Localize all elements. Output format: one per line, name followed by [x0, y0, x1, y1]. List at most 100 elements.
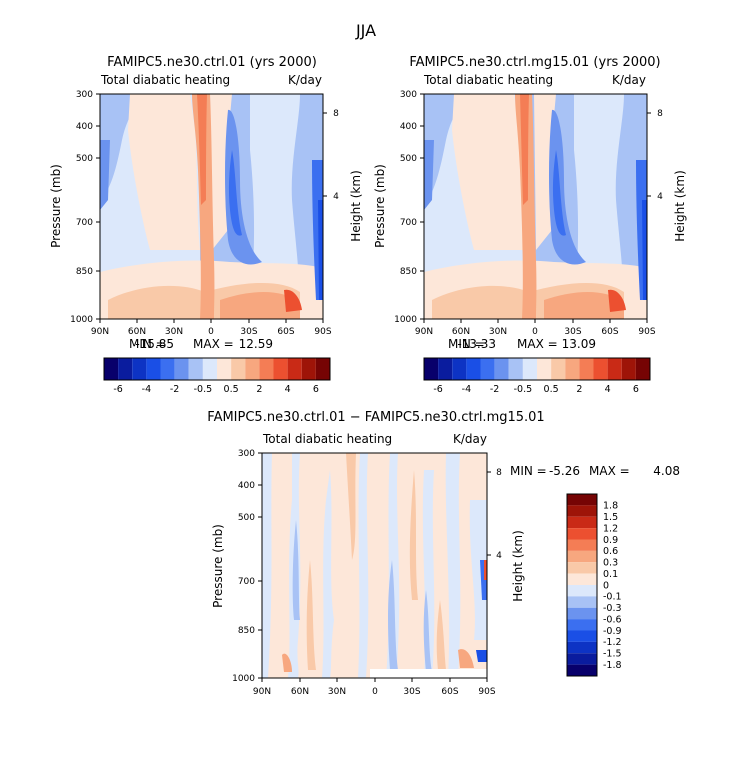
panel-1-y-tick-label: 1000 [70, 315, 93, 325]
panel-2-x-tick-label: 30S [564, 327, 581, 337]
panel-1-field-left-edge [100, 140, 110, 210]
panel-3-colorbar-swatch [567, 653, 597, 665]
panel-3-field-surface-warm [458, 649, 474, 668]
panel-1-colorbar-swatch [160, 358, 175, 380]
panel-2-y-tick-label: 300 [400, 90, 417, 100]
panel-2-colorbar-swatch [438, 358, 453, 380]
panel-1-colorbar-label: 0.5 [224, 384, 239, 395]
panel-2-colorbar-swatch [508, 358, 523, 380]
panel-2-y-axis-right: 8 4 Height (km) [647, 109, 687, 242]
panel-3-y-right-tick-label: 8 [496, 468, 502, 478]
panel-2-subtitle-right: K/day [612, 73, 646, 87]
panel-2-colorbar: -6 -4 -2 -0.5 0.5 2 4 6 [423, 357, 651, 395]
panel-3-colorbar-swatch [567, 494, 597, 506]
panel-1-subtitle-left: Total diabatic heating [100, 73, 230, 87]
panel-3-y-tick-label: 850 [238, 626, 255, 636]
panel-2-colorbar-swatch [565, 358, 580, 380]
panel-3-field-blue-band [322, 470, 334, 678]
panel-3-plot-area [261, 452, 488, 679]
panel-3-colorbar-swatch [567, 630, 597, 642]
panel-2-colorbar-swatch [480, 358, 495, 380]
panel-3-title: FAMIPC5.ne30.ctrl.01 − FAMIPC5.ne30.ctrl… [207, 410, 544, 425]
panel-1-colorbar-swatch [188, 358, 203, 380]
panel-1-field-hotspot [284, 289, 302, 312]
panel-3-colorbar-swatch [567, 562, 597, 574]
panel-2-plot-area [423, 93, 648, 320]
panel-2-colorbar-swatch [551, 358, 566, 380]
panel-1-colorbar-label: -4 [142, 384, 151, 395]
panel-2-colorbar-swatch [494, 358, 509, 380]
panel-1-x-tick-label: 30S [240, 327, 257, 337]
panel-3-max-value: 4.08 [653, 464, 680, 478]
panel-3-colorbar-label: 1.8 [603, 501, 618, 512]
panel-1-colorbar-label: -2 [170, 384, 179, 395]
panel-1-x-axis: 90N 60N 30N 0 30S 60S 90S [91, 319, 332, 337]
panel-1-field-subsidence-core [228, 150, 242, 236]
panel-1-field-itcz-core [197, 94, 207, 205]
panel-1-colorbar-swatch [202, 358, 217, 380]
panel-3-y-right-tick-label: 4 [496, 551, 502, 561]
panel-1-y-axis-right: 8 4 Height (km) [323, 109, 363, 242]
panel-1-x-tick-label: 60S [277, 327, 294, 337]
panel-3-y-tick-label: 700 [238, 577, 255, 587]
panel-3-y-axis-label: Pressure (mb) [211, 524, 225, 608]
panel-2-y-tick-label: 1000 [394, 315, 417, 325]
panel-2-x-tick-label: 90N [415, 327, 433, 337]
panel-3-colorbar-label: 1.2 [603, 524, 618, 535]
panel-2-y-tick-label: 400 [400, 122, 417, 132]
panel-2-colorbar-swatch [579, 358, 594, 380]
panel-1-y-tick-label: 300 [76, 90, 93, 100]
panel-2-field-light-blue-right [574, 94, 624, 319]
panel-3-colorbar-label: -1.8 [603, 660, 622, 671]
panel-3-x-tick-label: 30S [403, 687, 420, 697]
panel-3-colorbar-label: -1.2 [603, 637, 622, 648]
panel-2-colorbar-label: -0.5 [514, 384, 533, 395]
panel-1-colorbar-swatch [273, 358, 288, 380]
panel-1-colorbar-swatch [301, 358, 316, 380]
panel-1-y-tick-label: 700 [76, 218, 93, 228]
panel-2-field-itcz [515, 94, 537, 319]
panel-1-field-warm-pale [128, 94, 200, 250]
panel-2-y-right-axis-label: Height (km) [673, 170, 687, 241]
panel-3-colorbar-label: 0.3 [603, 558, 618, 569]
panel-3-colorbar-label: 1.5 [603, 512, 618, 523]
panel-1-colorbar-label: -6 [113, 384, 122, 395]
panel-3-mask [370, 669, 487, 678]
panel-2: FAMIPC5.ne30.ctrl.mg15.01 (yrs 2000) Tot… [373, 55, 687, 395]
panel-2-max-label: MAX = [517, 337, 558, 351]
panel-3-x-axis: 90N 60N 30N 0 30S 60S 90S [253, 678, 496, 697]
panel-2-colorbar-label: -6 [433, 384, 442, 395]
panel-3-x-tick-label: 30N [328, 687, 346, 697]
panel-3-y-right-axis-label: Height (km) [511, 530, 525, 601]
panel-2-y-tick-label: 700 [400, 218, 417, 228]
panel-3-colorbar-label: -0.9 [603, 626, 622, 637]
panel-3-colorbar-swatch [567, 516, 597, 529]
panel-3-field-warm-band [409, 470, 418, 600]
panel-3-colorbar-label: -1.5 [603, 649, 622, 660]
panel-1-y-axis-left: 300 400 500 700 850 1000 Pressure (mb) [49, 90, 100, 325]
panel-3-colorbar-swatch [567, 573, 597, 585]
panel-1-colorbar-label: -0.5 [194, 384, 213, 395]
panel-3-y-tick-label: 400 [238, 481, 255, 491]
panel-1-y-tick-label: 400 [76, 122, 93, 132]
panel-2-colorbar-swatch [607, 358, 622, 380]
panel-3-field-blue-band [262, 453, 272, 678]
panel-3-colorbar-swatch [567, 607, 597, 620]
panel-3-colorbar-swatch [567, 641, 597, 654]
panel-1-x-tick-label: 90N [91, 327, 109, 337]
panel-3-min-value: -5.26 [549, 464, 580, 478]
panel-1-x-tick-label: 60N [128, 327, 146, 337]
panel-3-colorbar-label: 0.6 [603, 546, 618, 557]
panel-2-colorbar-label: -4 [462, 384, 471, 395]
panel-3-colorbar-label: -0.3 [603, 603, 622, 614]
panel-2-colorbar-frame [423, 357, 651, 381]
panel-3-field-polar-strip [476, 650, 487, 662]
panel-1-y-right-tick-label: 8 [333, 109, 339, 119]
panel-3-field-mid-blue [423, 590, 432, 672]
panel-2-colorbar-label: 2 [576, 384, 582, 395]
panel-3-colorbar: 1.8 1.5 1.2 0.9 0.6 0.3 0.1 0 -0.1 -0.3 … [566, 493, 622, 677]
panel-3-y-tick-label: 300 [238, 449, 255, 459]
panel-3-colorbar-swatch [567, 505, 597, 517]
panel-3-colorbar-swatch [567, 528, 597, 540]
panel-2-colorbar-swatch [635, 358, 650, 380]
